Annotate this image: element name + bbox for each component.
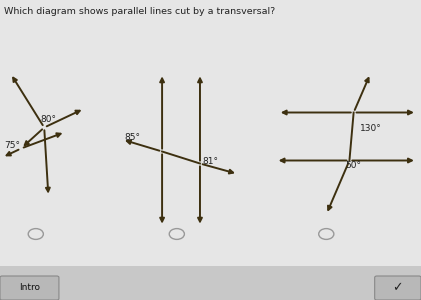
Text: 81°: 81° — [202, 157, 218, 166]
Text: 130°: 130° — [360, 124, 382, 133]
Text: Which diagram shows parallel lines cut by a transversal?: Which diagram shows parallel lines cut b… — [4, 8, 275, 16]
Text: ✓: ✓ — [393, 281, 403, 295]
Text: 85°: 85° — [124, 133, 140, 142]
Bar — [0, 266, 421, 300]
Text: Intro: Intro — [19, 284, 40, 292]
Text: 50°: 50° — [345, 161, 361, 170]
Text: 80°: 80° — [40, 115, 56, 124]
Text: 75°: 75° — [4, 142, 20, 151]
FancyBboxPatch shape — [375, 276, 421, 300]
FancyBboxPatch shape — [0, 276, 59, 300]
